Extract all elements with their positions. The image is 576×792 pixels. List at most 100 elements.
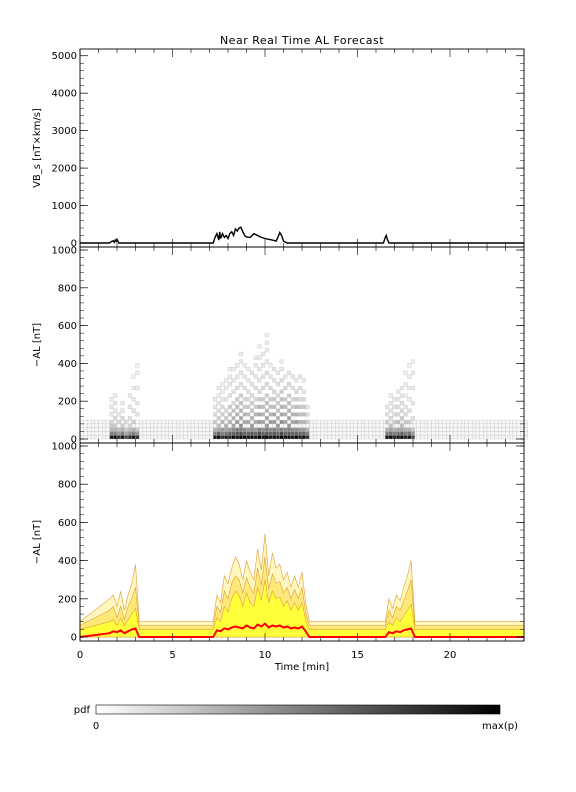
pdf-cell bbox=[407, 435, 412, 440]
colorbar-label: pdf bbox=[74, 705, 91, 716]
pdf-cell bbox=[396, 412, 401, 417]
pdf-background-cell bbox=[275, 419, 280, 425]
pdf-cell bbox=[264, 423, 269, 428]
pdf-cell bbox=[224, 408, 229, 413]
pdf-background-cell bbox=[372, 427, 377, 432]
pdf-background-cell bbox=[146, 431, 151, 436]
pdf-cell bbox=[399, 416, 404, 421]
pdf-background-cell bbox=[179, 423, 184, 428]
pdf-background-cell bbox=[157, 435, 162, 440]
pdf-background-cell bbox=[379, 423, 384, 428]
pdf-background-cell bbox=[509, 431, 514, 436]
pdf-cell bbox=[283, 427, 288, 432]
pdf-background-cell bbox=[161, 431, 166, 436]
pdf-cell bbox=[261, 397, 266, 402]
pdf-cell bbox=[392, 419, 397, 425]
pdf-background-cell bbox=[139, 419, 144, 425]
pdf-background-cell bbox=[257, 423, 262, 428]
pdf-cell bbox=[242, 385, 247, 391]
pdf-background-cell bbox=[420, 419, 425, 425]
pdf-cell bbox=[275, 435, 280, 440]
pdf-background-cell bbox=[357, 423, 362, 428]
pdf-cell bbox=[213, 431, 218, 436]
pdf-background-cell bbox=[327, 423, 332, 428]
pdf-background-cell bbox=[264, 419, 269, 425]
pdf-background-cell bbox=[164, 431, 169, 436]
pdf-cell bbox=[399, 423, 404, 428]
pdf-cell bbox=[242, 427, 247, 432]
pdf-background-cell bbox=[435, 427, 440, 432]
pdf-cell bbox=[235, 404, 240, 409]
pdf-cell bbox=[257, 404, 262, 409]
pdf-background-cell bbox=[438, 431, 443, 436]
pdf-background-cell bbox=[342, 419, 347, 425]
pdf-background-cell bbox=[468, 431, 473, 436]
pdf-background-cell bbox=[201, 427, 206, 432]
pdf-cell bbox=[127, 404, 132, 409]
pdf-background-cell bbox=[131, 423, 136, 428]
pdf-cell bbox=[272, 378, 277, 383]
pdf-background-cell bbox=[216, 419, 221, 425]
pdf-background-cell bbox=[375, 435, 380, 440]
pdf-cell bbox=[261, 363, 266, 368]
pdf-cell bbox=[279, 427, 284, 432]
pdf-cell bbox=[290, 431, 295, 436]
pdf-cell bbox=[109, 431, 114, 436]
pdf-background-cell bbox=[135, 423, 140, 428]
pdf-cell bbox=[120, 416, 125, 421]
pdf-background-cell bbox=[494, 427, 499, 432]
pdf-cell bbox=[124, 419, 129, 425]
pdf-background-cell bbox=[338, 419, 343, 425]
pdf-background-cell bbox=[187, 431, 192, 436]
pdf-background-cell bbox=[94, 419, 99, 425]
pdf-background-cell bbox=[220, 423, 225, 428]
pdf-cell bbox=[224, 378, 229, 383]
pdf-cell bbox=[257, 419, 262, 425]
pdf-cell bbox=[109, 419, 114, 425]
pdf-background-cell bbox=[442, 431, 447, 436]
panel-frame bbox=[79, 48, 525, 248]
pdf-background-cell bbox=[94, 423, 99, 428]
y-tick-label: 0 bbox=[71, 633, 77, 644]
pdf-cell bbox=[220, 404, 225, 409]
pdf-background-cell bbox=[453, 427, 458, 432]
pdf-cell bbox=[216, 385, 221, 391]
pdf-background-cell bbox=[364, 419, 369, 425]
pdf-cell bbox=[290, 397, 295, 402]
pdf-cell bbox=[268, 363, 273, 368]
pdf-background-cell bbox=[509, 427, 514, 432]
pdf-cell bbox=[242, 397, 247, 402]
pdf-cell bbox=[116, 419, 121, 425]
pdf-background-cell bbox=[497, 435, 502, 440]
pdf-cell bbox=[213, 412, 218, 417]
pdf-background-cell bbox=[83, 419, 88, 425]
pdf-cell bbox=[213, 419, 218, 425]
pdf-colorbar: pdf 0 max(p) bbox=[74, 704, 518, 732]
pdf-background-cell bbox=[205, 419, 210, 425]
pdf-cell bbox=[279, 397, 284, 402]
pdf-background-cell bbox=[164, 435, 169, 440]
pdf-cell bbox=[399, 435, 404, 440]
pdf-background-cell bbox=[157, 419, 162, 425]
pdf-background-cell bbox=[142, 419, 147, 425]
pdf-background-cell bbox=[420, 431, 425, 436]
pdf-background-cell bbox=[460, 431, 465, 436]
pdf-background-cell bbox=[472, 427, 477, 432]
x-tick-label: 5 bbox=[169, 650, 175, 661]
pdf-background-cell bbox=[194, 431, 199, 436]
pdf-background-cell bbox=[416, 435, 421, 440]
pdf-cell bbox=[396, 389, 401, 394]
pdf-background-cell bbox=[338, 427, 343, 432]
pdf-background-cell bbox=[176, 431, 181, 436]
pdf-cell bbox=[403, 427, 408, 432]
pdf-cell bbox=[410, 401, 415, 406]
pdf-cell bbox=[246, 397, 251, 402]
pdf-cell bbox=[257, 431, 262, 436]
pdf-cell bbox=[216, 401, 221, 406]
pdf-cell bbox=[216, 416, 221, 421]
pdf-cell bbox=[410, 435, 415, 440]
pdf-background-cell bbox=[331, 419, 336, 425]
pdf-background-cell bbox=[512, 427, 517, 432]
pdf-cell bbox=[279, 435, 284, 440]
pdf-background-cell bbox=[457, 419, 462, 425]
